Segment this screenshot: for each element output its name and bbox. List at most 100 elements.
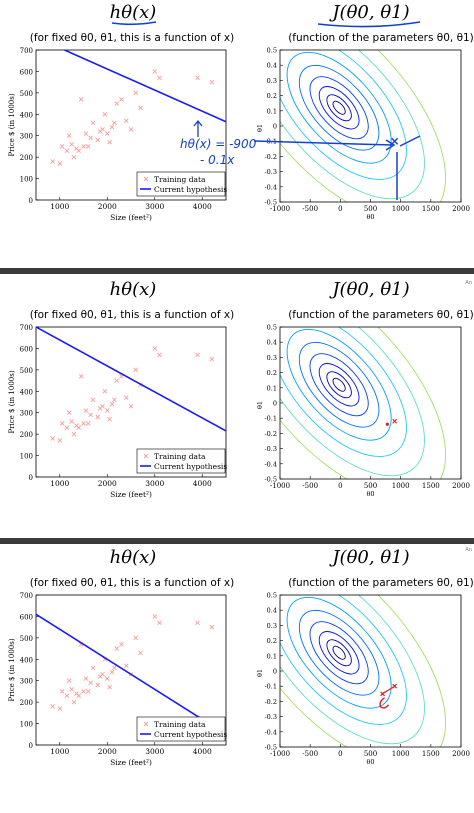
slide-separator bbox=[0, 538, 474, 544]
y-tick-label: 700 bbox=[20, 592, 33, 600]
training-point bbox=[119, 96, 124, 102]
parameter-marker bbox=[392, 418, 398, 424]
x-tick-label: 500 bbox=[364, 482, 377, 490]
x-tick-label: -500 bbox=[302, 205, 318, 213]
y-tick-label: 500 bbox=[20, 367, 33, 375]
handwritten-arrowhead bbox=[385, 139, 396, 151]
y-tick-label: 0.2 bbox=[267, 369, 277, 377]
x-tick-label: 0 bbox=[338, 482, 342, 490]
x-tick-label: 2000 bbox=[452, 205, 470, 213]
y-tick-label: 500 bbox=[20, 635, 33, 643]
legend-training-marker bbox=[143, 176, 149, 182]
training-point bbox=[114, 378, 120, 383]
x-tick-label: 1000 bbox=[50, 747, 69, 756]
price-chart: 0 100 200 300 400 500 600 700 1000 2000 3000 4000 Si… bbox=[8, 47, 227, 222]
y-tick-label: 0.1 bbox=[267, 107, 277, 115]
training-point bbox=[88, 680, 93, 686]
training-point bbox=[123, 395, 129, 401]
training-point bbox=[102, 388, 108, 394]
y-tick-label: -0.5 bbox=[264, 476, 277, 484]
training-point bbox=[85, 144, 91, 149]
training-point bbox=[157, 620, 162, 626]
training-point bbox=[112, 120, 117, 126]
training-point bbox=[76, 425, 82, 431]
y-tick-label: 0.1 bbox=[267, 384, 277, 392]
contour-ellipse bbox=[280, 595, 425, 745]
y-tick-label: 0.5 bbox=[267, 324, 277, 332]
legend-training-marker bbox=[143, 453, 149, 459]
y-tick-label: 300 bbox=[20, 678, 33, 686]
contour-lines bbox=[280, 327, 447, 479]
legend-hypothesis-label: Current hypothesis bbox=[154, 462, 227, 471]
y-tick-label: 700 bbox=[20, 324, 33, 332]
contour-ellipse bbox=[280, 327, 407, 457]
legend-hypothesis-label: Current hypothesis bbox=[154, 730, 227, 739]
y-tick-label: 0.5 bbox=[267, 47, 277, 55]
training-point bbox=[83, 676, 89, 681]
training-point bbox=[100, 403, 105, 409]
y-tick-label: 0 bbox=[29, 474, 33, 482]
training-point bbox=[123, 663, 129, 669]
title-underline bbox=[111, 21, 157, 26]
corner-label: An bbox=[465, 547, 472, 553]
contour-ellipse bbox=[298, 609, 380, 696]
y-tick-label: 0.1 bbox=[267, 652, 277, 660]
y-tick-label: -0.3 bbox=[264, 168, 277, 176]
x-axis-label: Size (feet²) bbox=[110, 213, 152, 222]
contour-ellipse bbox=[326, 94, 352, 122]
legend-training-label: Training data bbox=[154, 175, 206, 184]
x-tick-label: 0 bbox=[338, 205, 342, 213]
training-point bbox=[104, 131, 110, 136]
x-tick-label: 2000 bbox=[452, 750, 470, 758]
training-point bbox=[64, 148, 70, 154]
legend-box bbox=[136, 171, 226, 197]
hypothesis-line bbox=[36, 613, 203, 720]
y-tick-label: 0.4 bbox=[267, 339, 277, 347]
x-tick-label: 4000 bbox=[193, 202, 212, 211]
y-tick-label: -0.4 bbox=[264, 183, 277, 191]
x-tick-label: 4000 bbox=[193, 747, 212, 756]
price-chart: 0 100 200 300 400 500 600 700 1000 2000 3000 4000 Si… bbox=[8, 592, 227, 767]
y-tick-label: 700 bbox=[20, 47, 33, 55]
training-point bbox=[69, 141, 74, 147]
x-axis-label: Size (feet²) bbox=[110, 758, 152, 767]
training-point bbox=[59, 144, 65, 149]
handwritten-circle bbox=[379, 697, 390, 709]
y-tick-label: 0 bbox=[273, 123, 277, 131]
training-point bbox=[209, 624, 215, 630]
y-tick-label: 0.3 bbox=[267, 77, 277, 85]
contour-ellipse bbox=[280, 327, 425, 477]
left-subtitle: (for fixed θ0, θ1, this is a function of… bbox=[30, 32, 234, 44]
training-point bbox=[64, 425, 70, 431]
x-tick-label: 2000 bbox=[452, 482, 470, 490]
training-point bbox=[138, 105, 143, 111]
training-point bbox=[104, 408, 110, 413]
y-axis-label: Price $ (in 1000s) bbox=[8, 638, 16, 701]
training-point bbox=[157, 352, 162, 358]
y-tick-label: 600 bbox=[20, 345, 33, 353]
training-point bbox=[90, 665, 96, 671]
training-point bbox=[112, 665, 117, 671]
training-point bbox=[152, 69, 158, 74]
training-point bbox=[71, 154, 77, 160]
contour-ellipse bbox=[326, 639, 352, 667]
training-point bbox=[81, 144, 86, 149]
training-point bbox=[85, 421, 91, 426]
parameter-marker bbox=[380, 691, 385, 697]
training-point bbox=[71, 431, 77, 437]
x-tick-label: 2000 bbox=[98, 479, 117, 488]
training-point bbox=[88, 135, 93, 141]
contour-lines bbox=[280, 595, 447, 747]
y-tick-label: 0.3 bbox=[267, 354, 277, 362]
contour-ellipse bbox=[309, 621, 369, 685]
y-tick-label: 100 bbox=[20, 176, 33, 184]
y-tick-label: 0 bbox=[273, 668, 277, 676]
x-tick-label: 3000 bbox=[145, 202, 164, 211]
training-point bbox=[128, 126, 134, 132]
y-axis-label: θ1 bbox=[256, 401, 264, 409]
training-point bbox=[78, 96, 84, 102]
contour-ellipse bbox=[332, 100, 346, 115]
handwritten-arrow bbox=[253, 140, 393, 146]
training-point bbox=[71, 699, 77, 705]
